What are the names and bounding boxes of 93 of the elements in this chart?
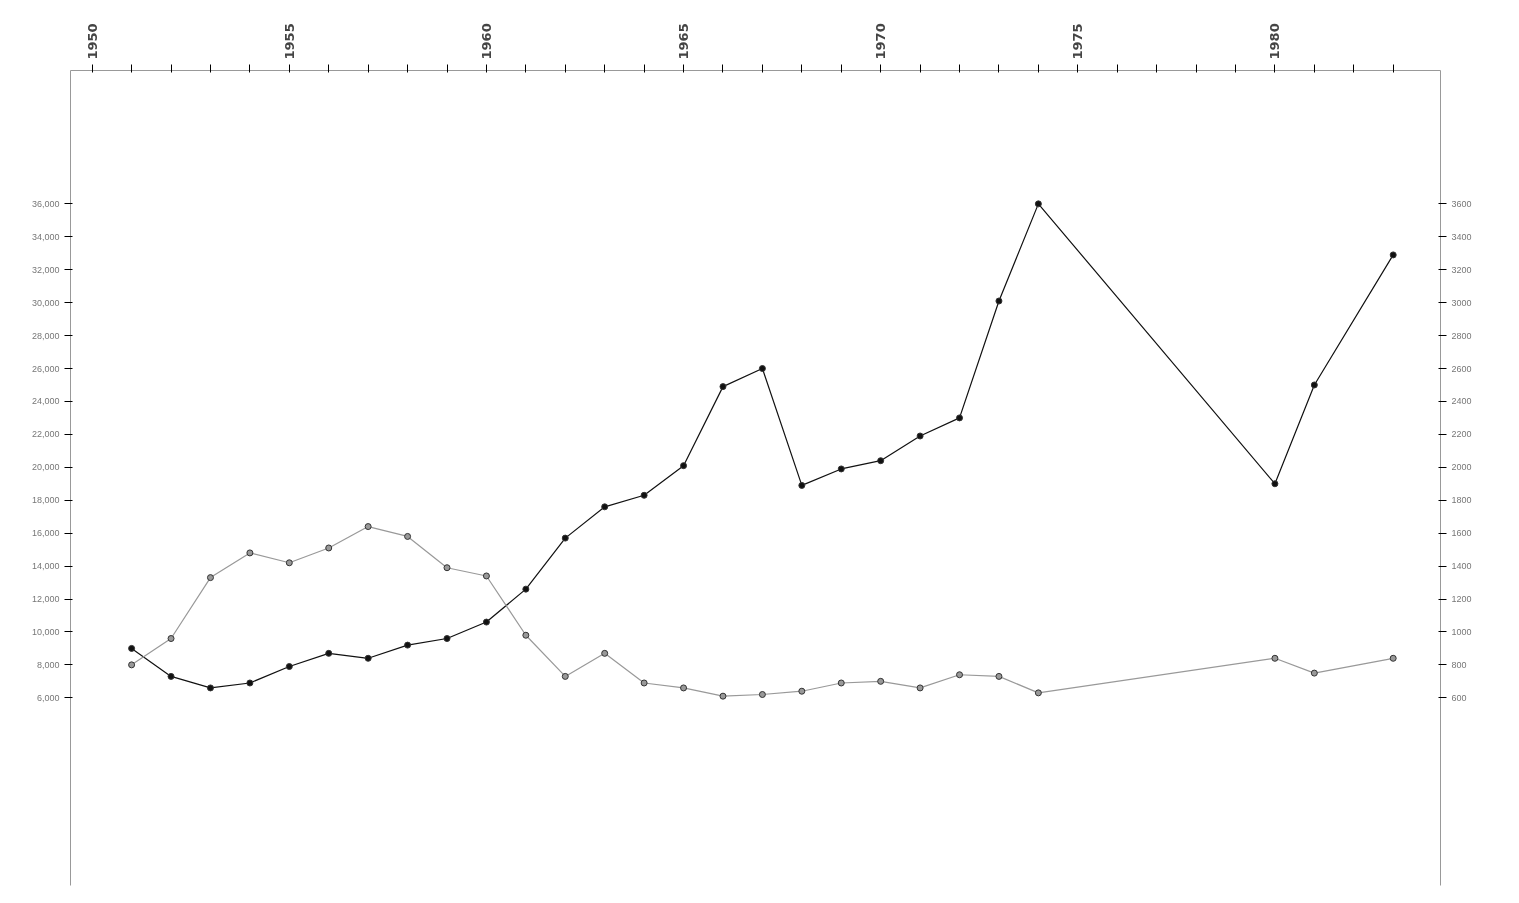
point (1271, 480, 1279, 488)
x-tick-label: 1955 (281, 23, 297, 60)
point (680, 684, 688, 692)
point (1310, 381, 1318, 389)
y-tick-label: 8,000 (36, 659, 60, 670)
y-tick-label: 6,000 (36, 692, 60, 703)
point (956, 671, 964, 679)
point (1389, 654, 1397, 662)
x-tick-label: 1965 (676, 23, 692, 60)
y2-tick-label: 2200 (1451, 429, 1472, 440)
point (1034, 200, 1042, 208)
point (758, 691, 766, 698)
point (916, 684, 924, 692)
point (758, 365, 766, 372)
point (404, 641, 412, 649)
point (995, 297, 1003, 305)
point (364, 523, 372, 531)
y2-tick-label: 600 (1451, 692, 1467, 703)
y2-tick-label: 2600 (1451, 363, 1472, 374)
point (877, 457, 885, 465)
y2-tick-label: 1600 (1451, 528, 1472, 539)
point (719, 692, 727, 700)
point (285, 663, 293, 671)
point (443, 564, 451, 572)
point (640, 679, 648, 687)
y2-tick-label: 1000 (1451, 626, 1472, 637)
point (1310, 669, 1318, 677)
y2-tick-label: 3600 (1451, 198, 1472, 209)
point (601, 503, 609, 511)
point (798, 481, 806, 489)
point (877, 677, 885, 685)
y-tick-label: 18,000 (31, 495, 60, 506)
point (916, 432, 924, 440)
point (246, 679, 254, 687)
y2-tick-label: 1800 (1451, 495, 1472, 506)
y-tick-label: 20,000 (31, 462, 60, 473)
y2-tick-label: 1200 (1451, 594, 1472, 605)
y-tick-label: 12,000 (31, 594, 60, 605)
point (837, 679, 845, 687)
point (561, 672, 569, 680)
point (443, 635, 451, 643)
y2-tick-label: 3200 (1451, 264, 1472, 275)
y-tick-label: 16,000 (31, 528, 60, 539)
x-tick-label: 1950 (84, 23, 100, 60)
y2-tick-label: 2000 (1451, 462, 1472, 473)
x-tick-label: 1970 (873, 23, 889, 60)
y-tick-label: 26,000 (31, 363, 60, 374)
y-tick-label: 10,000 (31, 626, 60, 637)
y-tick-label: 32,000 (31, 264, 60, 275)
point (995, 672, 1003, 680)
point (522, 585, 530, 593)
point (1389, 251, 1397, 259)
point (837, 465, 845, 473)
point (522, 631, 530, 639)
y2-tick-label: 800 (1451, 659, 1467, 670)
point (167, 635, 175, 643)
y2-tick-label: 3000 (1451, 297, 1472, 308)
point (206, 574, 214, 582)
point (285, 559, 293, 567)
point (680, 462, 688, 470)
point (640, 491, 648, 499)
point (561, 534, 569, 542)
point (956, 414, 964, 422)
point (719, 383, 727, 391)
point (167, 672, 175, 680)
y2-tick-label: 2800 (1451, 330, 1472, 341)
y2-tick-label: 3400 (1451, 231, 1472, 242)
point (601, 649, 609, 657)
point (798, 687, 806, 695)
point (1034, 689, 1042, 697)
y-tick-label: 14,000 (31, 561, 60, 572)
point (128, 661, 136, 669)
y-tick-label: 36,000 (31, 198, 60, 209)
y2-tick-label: 2400 (1451, 396, 1472, 407)
point (246, 549, 254, 557)
y-tick-label: 30,000 (31, 297, 60, 308)
x-tick-label: 1960 (478, 23, 494, 60)
x-tick-label: 1980 (1267, 23, 1283, 60)
y-tick-label: 22,000 (31, 429, 60, 440)
point (325, 649, 333, 657)
point (404, 532, 412, 540)
y-tick-label: 28,000 (31, 330, 60, 341)
point (1271, 654, 1279, 662)
point (325, 544, 333, 552)
point (128, 644, 136, 652)
point (364, 654, 372, 662)
point (482, 618, 490, 626)
x-tick-label: 1975 (1070, 23, 1086, 60)
point (206, 684, 214, 692)
y-tick-label: 24,000 (31, 396, 60, 407)
y2-tick-label: 1400 (1451, 561, 1472, 572)
y-tick-label: 34,000 (31, 231, 60, 242)
point (482, 572, 490, 580)
